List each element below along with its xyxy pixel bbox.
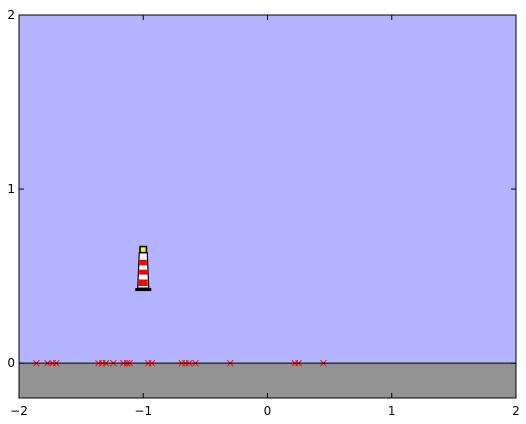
sky-region — [19, 15, 516, 364]
y-tick-label: 1 — [7, 182, 15, 196]
lighthouse-stripe — [138, 279, 148, 286]
ground-region — [19, 363, 516, 398]
x-tick-label: 0 — [264, 404, 272, 418]
lighthouse-icon — [135, 245, 152, 292]
x-tick-label: −1 — [134, 404, 152, 418]
x-tick-label: 1 — [388, 404, 396, 418]
y-tick-label: 2 — [7, 8, 15, 22]
x-tick-label: −2 — [10, 404, 28, 418]
y-axis: 0 1 2 — [7, 8, 516, 370]
x-axis: −2 −1 0 1 2 — [10, 15, 520, 418]
lighthouse-stripe — [139, 259, 147, 266]
x-tick-label: 2 — [512, 404, 520, 418]
y-tick-label: 0 — [7, 356, 15, 370]
lighthouse-base — [135, 288, 152, 292]
lighthouse-stripe — [139, 269, 148, 275]
lighthouse-lamp — [139, 245, 148, 254]
